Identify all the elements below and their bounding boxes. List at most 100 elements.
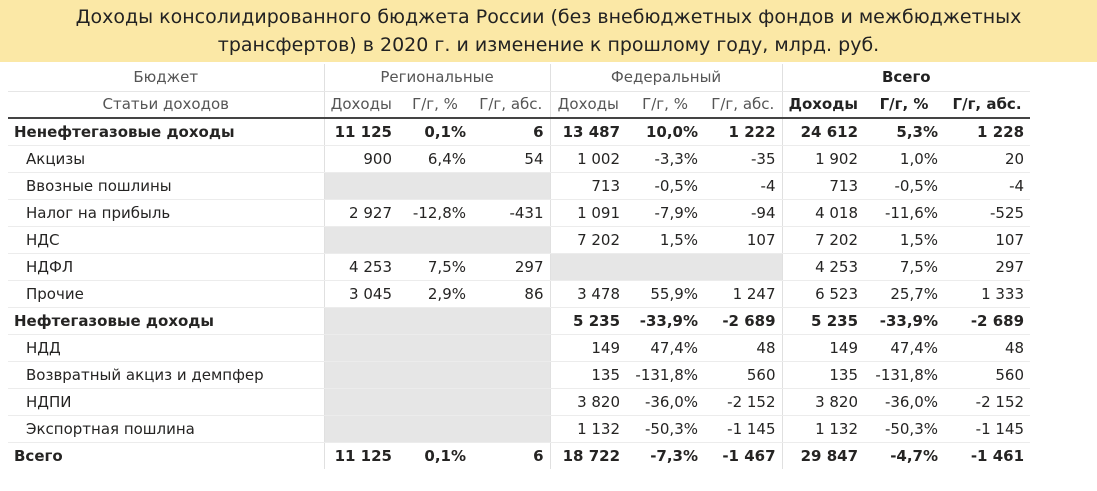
regional-abs-cell: 54 <box>472 145 551 173</box>
row-label: Акцизы <box>8 145 324 173</box>
federal-header[interactable]: Федеральный <box>549 64 783 92</box>
federal-income-header[interactable]: Доходы <box>549 91 627 119</box>
total-abs-cell: 20 <box>944 145 1031 173</box>
federal-pct-cell: 1,5% <box>626 226 705 254</box>
regional-income-cell <box>323 415 398 443</box>
table-row[interactable]: Прочие 3 045 2,9% 86 3 478 55,9% 1 247 6 523 25,… <box>8 280 1031 308</box>
table-body: Ненефтегазовые доходы 11 125 0,1% 6 13 487 10… <box>8 118 1031 469</box>
table-total-row[interactable]: Всего 11 125 0,1% 6 18 722 -7,3% -1 467 29 847-… <box>8 441 1031 469</box>
regional-abs-cell <box>472 307 551 335</box>
federal-income-cell: 7 202 <box>549 226 627 254</box>
report-title: Доходы консолидированного бюджета России… <box>0 0 1097 62</box>
regional-income-cell: 11 125 <box>323 118 398 146</box>
table-row[interactable]: Налог на прибыль 2 927 -12,8% -431 1 091 -7,9… <box>8 199 1031 227</box>
regional-header[interactable]: Региональные <box>323 64 551 92</box>
table-row[interactable]: Акцизы 900 6,4% 54 1 002 -3,3% -35 1 902 1,0% 20 <box>8 145 1031 173</box>
budget-header[interactable]: Бюджет <box>8 64 324 92</box>
federal-income-cell: 18 722 <box>549 441 627 469</box>
regional-abs-header[interactable]: Г/г, абс. <box>472 91 551 119</box>
total-income-cell: 1 132 <box>781 415 865 443</box>
total-abs-cell: 1 333 <box>944 280 1031 308</box>
total-pct-cell: 1,0% <box>864 145 945 173</box>
regional-abs-cell <box>472 361 551 389</box>
total-abs-cell: -1 461 <box>944 441 1031 469</box>
total-income-cell: 3 820 <box>781 388 865 416</box>
total-pct-cell: -50,3% <box>864 415 945 443</box>
regional-pct-header[interactable]: Г/г, % <box>398 91 472 119</box>
regional-pct-cell <box>398 361 472 389</box>
table-row[interactable]: Возвратный акциз и демпфер 135 -131,8% 560 1… <box>8 361 1031 389</box>
regional-pct-cell: 0,1% <box>398 118 472 146</box>
regional-abs-cell <box>472 172 551 200</box>
total-pct-cell: -4,7% <box>864 441 945 469</box>
total-header[interactable]: Всего <box>781 64 1031 92</box>
federal-abs-header[interactable]: Г/г, абс. <box>704 91 783 119</box>
regional-income-cell <box>323 226 398 254</box>
budget-table: Бюджет Региональные Федеральный Всего Ст… <box>8 64 1031 469</box>
table-row[interactable]: НДС 7 202 1,5% 107 7 202 1,5% 107 <box>8 226 1031 254</box>
regional-income-cell: 2 927 <box>323 199 398 227</box>
total-pct-cell: 47,4% <box>864 334 945 362</box>
total-income-cell: 4 018 <box>781 199 865 227</box>
row-label: Ввозные пошлины <box>8 172 324 200</box>
regional-pct-cell <box>398 172 472 200</box>
total-income-cell: 5 235 <box>781 307 865 335</box>
regional-income-cell <box>323 334 398 362</box>
header-row-groups: Бюджет Региональные Федеральный Всего <box>8 64 1031 92</box>
federal-pct-cell: 10,0% <box>626 118 705 146</box>
total-abs-cell: -2 689 <box>944 307 1031 335</box>
row-label: Возвратный акциз и демпфер <box>8 361 324 389</box>
table-row[interactable]: Экспортная пошлина 1 132 -50,3% -1 145 1 132… <box>8 415 1031 443</box>
total-pct-header[interactable]: Г/г, % <box>864 91 945 119</box>
regional-pct-cell <box>398 307 472 335</box>
federal-income-cell: 149 <box>549 334 627 362</box>
total-abs-header[interactable]: Г/г, абс. <box>944 91 1031 119</box>
total-abs-cell: 48 <box>944 334 1031 362</box>
federal-income-cell: 1 002 <box>549 145 627 173</box>
federal-income-cell: 135 <box>549 361 627 389</box>
row-label: НДС <box>8 226 324 254</box>
total-income-cell: 149 <box>781 334 865 362</box>
regional-abs-cell: 6 <box>472 441 551 469</box>
table-row[interactable]: НДПИ 3 820 -36,0% -2 152 3 820 -36,0% -2 152 <box>8 388 1031 416</box>
row-label: Прочие <box>8 280 324 308</box>
total-income-cell: 29 847 <box>781 441 865 469</box>
regional-income-cell: 4 253 <box>323 253 398 281</box>
federal-abs-cell: -94 <box>704 199 783 227</box>
table-row[interactable]: НДД 149 47,4% 48 149 47,4% 48 <box>8 334 1031 362</box>
table-group-row[interactable]: Нефтегазовые доходы 5 235 -33,9% -2 689 5 23… <box>8 307 1031 335</box>
federal-pct-cell: -36,0% <box>626 388 705 416</box>
federal-income-cell: 1 091 <box>549 199 627 227</box>
table-row[interactable]: НДФЛ 4 253 7,5% 297 4 253 7,5% 297 <box>8 253 1031 281</box>
regional-income-cell: 11 125 <box>323 441 398 469</box>
total-income-header[interactable]: Доходы <box>781 91 865 119</box>
row-label: Ненефтегазовые доходы <box>8 118 324 146</box>
regional-income-cell <box>323 172 398 200</box>
regional-pct-cell <box>398 388 472 416</box>
federal-abs-cell: -2 152 <box>704 388 783 416</box>
total-abs-cell: 1 228 <box>944 118 1031 146</box>
federal-pct-header[interactable]: Г/г, % <box>626 91 705 119</box>
row-label: НДПИ <box>8 388 324 416</box>
federal-income-cell <box>549 253 627 281</box>
table-row[interactable]: Ввозные пошлины 713 -0,5% -4 713 -0,5% -4 <box>8 172 1031 200</box>
total-income-cell: 4 253 <box>781 253 865 281</box>
federal-pct-cell: -50,3% <box>626 415 705 443</box>
total-pct-cell: 1,5% <box>864 226 945 254</box>
federal-abs-cell: 1 247 <box>704 280 783 308</box>
table-group-row[interactable]: Ненефтегазовые доходы 11 125 0,1% 6 13 487 10… <box>8 118 1031 146</box>
federal-pct-cell: -7,9% <box>626 199 705 227</box>
federal-pct-cell: -131,8% <box>626 361 705 389</box>
regional-abs-cell: 86 <box>472 280 551 308</box>
row-label: Всего <box>8 441 324 469</box>
regional-income-header[interactable]: Доходы <box>323 91 398 119</box>
federal-income-cell: 13 487 <box>549 118 627 146</box>
total-pct-cell: 25,7% <box>864 280 945 308</box>
items-header[interactable]: Статьи доходов <box>8 91 324 119</box>
regional-pct-cell: 0,1% <box>398 441 472 469</box>
total-income-cell: 135 <box>781 361 865 389</box>
total-income-cell: 713 <box>781 172 865 200</box>
row-label: Налог на прибыль <box>8 199 324 227</box>
total-abs-cell: -4 <box>944 172 1031 200</box>
regional-pct-cell: 6,4% <box>398 145 472 173</box>
